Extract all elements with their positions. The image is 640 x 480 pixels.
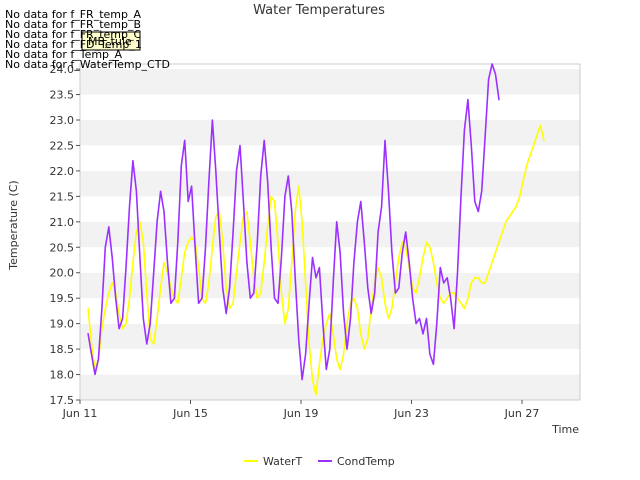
x-tick-label: Jun 11 <box>62 407 98 420</box>
y-tick-label: 22.0 <box>50 165 75 178</box>
y-axis-ticks: 17.5 18.0 18.5 19.0 19.5 20.0 20.5 21.0 21.5 22.0… <box>50 63 80 407</box>
grid-band <box>80 170 580 197</box>
y-tick-label: 22.5 <box>50 139 75 152</box>
grid-band <box>80 120 580 146</box>
y-tick-label: 19.0 <box>50 318 75 331</box>
chart-title: Water Temperatures <box>253 3 385 18</box>
no-data-message: No data for f_FR_temp_A <box>5 8 141 21</box>
grid-band <box>80 145 580 171</box>
grid-band <box>80 349 580 375</box>
legend-label-watert: WaterT <box>263 455 303 468</box>
x-tick-label: Jun 23 <box>393 407 429 420</box>
grid-band <box>80 374 580 400</box>
x-axis-ticks: Jun 11 Jun 15 Jun 19 Jun 23 Jun 27 <box>62 400 540 420</box>
x-tick-label: Jun 27 <box>504 407 540 420</box>
grid-band <box>80 221 580 248</box>
x-tick-label: Jun 19 <box>283 407 319 420</box>
y-tick-label: 21.5 <box>50 190 75 203</box>
no-data-message: No data for f_WaterTemp_CTD <box>5 58 170 71</box>
grid-band <box>80 64 580 70</box>
no-data-message: No data for f_FR_temp_B <box>5 18 142 31</box>
y-tick-label: 20.0 <box>50 267 75 280</box>
series-line-condtemp <box>87 63 500 381</box>
series-lines <box>87 63 545 396</box>
y-axis-label: Temperature (C) <box>7 180 20 270</box>
no-data-message: No data for f_FR_temp_C <box>5 28 142 41</box>
y-tick-label: 20.5 <box>50 241 75 254</box>
grid-band <box>80 272 580 299</box>
grid-band <box>80 196 580 222</box>
series-line-watert <box>87 124 545 396</box>
no-data-message: No data for f_Temp_A <box>5 48 123 61</box>
y-tick-label: 18.5 <box>50 343 75 356</box>
x-axis-label: Time <box>551 423 579 436</box>
y-tick-label: 21.0 <box>50 216 75 229</box>
y-tick-label: 23.5 <box>50 89 75 102</box>
y-tick-label: 19.5 <box>50 292 75 305</box>
no-data-message: No data for f_FD_Temp_1 <box>5 38 142 51</box>
plot-frame <box>79 63 581 401</box>
legend: WaterT CondTemp <box>244 455 395 468</box>
x-tick-label: Jun 15 <box>172 407 208 420</box>
grid-band <box>80 69 580 95</box>
y-tick-label: 17.5 <box>50 394 75 407</box>
grid-bands <box>80 64 580 400</box>
y-tick-label: 23.0 <box>50 114 75 127</box>
grid-band <box>80 94 580 120</box>
legend-label-condtemp: CondTemp <box>337 455 395 468</box>
y-tick-label: 18.0 <box>50 369 75 382</box>
tooltip-label: MB_tule <box>88 35 132 48</box>
grid-band <box>80 298 580 324</box>
y-tick-label: 24.0 <box>50 63 75 76</box>
tooltip-box: MB_tule <box>81 31 141 51</box>
